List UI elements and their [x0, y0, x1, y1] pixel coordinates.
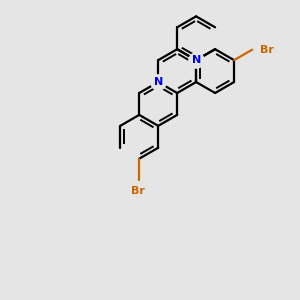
Text: Br: Br — [260, 45, 274, 55]
Text: N: N — [154, 77, 163, 87]
Text: Br: Br — [131, 186, 145, 196]
Text: N: N — [191, 55, 201, 65]
